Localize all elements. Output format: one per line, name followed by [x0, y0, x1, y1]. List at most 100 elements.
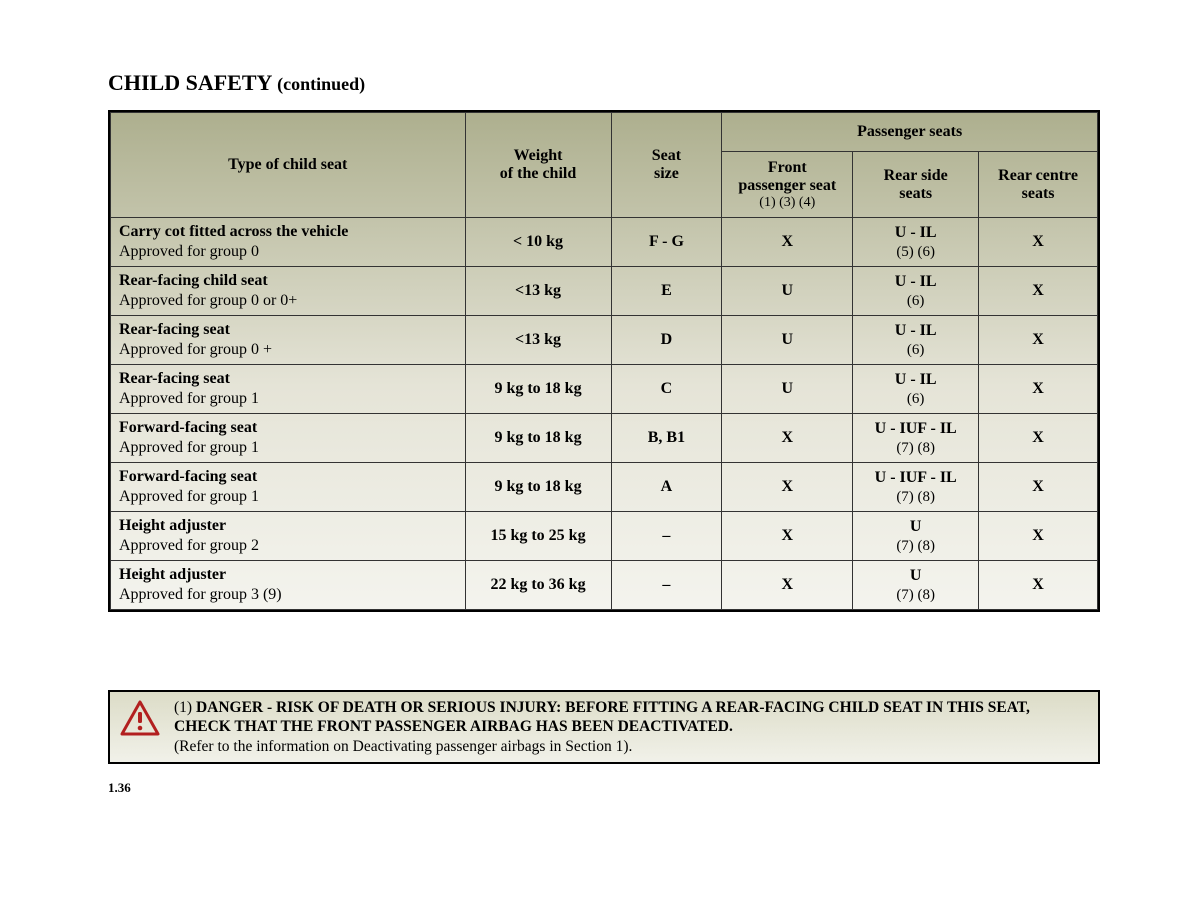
hdr-front-text: Front passenger seat — [738, 159, 836, 194]
warning-line2: (Refer to the information on Deactivatin… — [174, 738, 632, 755]
hdr-front: Front passenger seat (1) (3) (4) — [722, 152, 853, 218]
table-row: Rear-facing seatApproved for group 1 9 kg… — [111, 365, 1098, 414]
cell-rear-side-cell: U - IL (6) — [853, 365, 979, 414]
table-row: Forward-facing seatApproved for group 19… — [111, 463, 1098, 512]
cell-rear-side-sub: (5) (6) — [861, 243, 970, 262]
cell-rear-side-cell: U - IUF - IL(7) (8) — [853, 414, 979, 463]
cell-type-sub: Approved for group 1 — [119, 438, 457, 458]
cell-type: Rear-facing seatApproved for group 0 + — [111, 316, 466, 365]
cell-front: X — [781, 576, 793, 593]
cell-front: U — [781, 282, 793, 299]
cell-front: U — [781, 380, 793, 397]
cell-size: E — [661, 282, 672, 299]
page-title: CHILD SAFETY (continued) — [108, 70, 1100, 96]
hdr-size-text: Seat size — [652, 147, 681, 182]
hdr-rear-centre: Rear centre seats — [979, 152, 1098, 218]
cell-type-bold: Height adjuster — [119, 516, 457, 536]
cell-weight-cell: 22 kg to 36 kg — [465, 561, 611, 610]
cell-front-cell: X — [722, 512, 853, 561]
cell-size-cell: F - G — [611, 218, 722, 267]
cell-front: U — [781, 331, 793, 348]
cell-rear-side-sub: (6) — [861, 341, 970, 360]
cell-type: Carry cot fitted across the vehicleAppro… — [111, 218, 466, 267]
cell-rear-side: U - IL — [895, 371, 937, 388]
cell-weight-cell: < 10 kg — [465, 218, 611, 267]
cell-rear-centre-cell: X — [979, 267, 1098, 316]
cell-weight: 9 kg to 18 kg — [494, 380, 581, 397]
cell-type-sub: Approved for group 3 (9) — [119, 585, 457, 605]
cell-rear-side-sub: (7) (8) — [861, 586, 970, 605]
cell-weight: <13 kg — [515, 331, 561, 348]
cell-rear-side-cell: U - IUF - IL (7) (8) — [853, 463, 979, 512]
cell-type-sub: Approved for group 1 — [119, 389, 457, 409]
cell-front-cell: U — [722, 267, 853, 316]
cell-type-bold: Forward-facing seat — [119, 467, 457, 487]
warning-icon — [120, 700, 160, 741]
hdr-rear-side: Rear side seats — [853, 152, 979, 218]
cell-weight: 9 kg to 18 kg — [494, 429, 581, 446]
table-row: Rear-facing child seatApproved for group… — [111, 267, 1098, 316]
cell-size: B, B1 — [648, 429, 685, 446]
cell-weight: <13 kg — [515, 282, 561, 299]
cell-weight: 22 kg to 36 kg — [490, 576, 585, 593]
cell-rear-side-cell: U - IL (6) — [853, 316, 979, 365]
cell-rear-centre-cell: X — [979, 316, 1098, 365]
warning-bold: DANGER - RISK OF DEATH OR SERIOUS INJURY… — [174, 699, 1030, 735]
cell-rear-centre-cell: X — [979, 463, 1098, 512]
cell-front: X — [781, 527, 793, 544]
cell-weight-cell: 9 kg to 18 kg — [465, 463, 611, 512]
cell-type-sub: Approved for group 0 — [119, 242, 457, 262]
cell-rear-side: U - IUF - IL — [875, 469, 957, 486]
cell-rear-centre: X — [1032, 380, 1044, 397]
cell-front: X — [781, 429, 793, 446]
cell-size-cell: – — [611, 561, 722, 610]
cell-rear-side: U - IL — [895, 322, 937, 339]
title-main: CHILD SAFETY — [108, 70, 272, 95]
child-seat-table: Type of child seat Weight of the child S… — [108, 110, 1100, 612]
cell-rear-side-sub: (6) — [861, 292, 970, 311]
cell-rear-side-cell: U(7) (8) — [853, 512, 979, 561]
cell-weight-cell: 9 kg to 18 kg — [465, 414, 611, 463]
cell-type: Forward-facing seatApproved for group 1 — [111, 414, 466, 463]
cell-size-cell: – — [611, 512, 722, 561]
cell-size: F - G — [649, 233, 684, 250]
table-row: Height adjusterApproved for group 215 kg… — [111, 512, 1098, 561]
cell-type-sub: Approved for group 0 or 0+ — [119, 291, 457, 311]
cell-rear-centre: X — [1032, 233, 1044, 250]
cell-type-bold: Rear-facing seat — [119, 369, 457, 389]
title-continued: (continued) — [277, 74, 365, 94]
hdr-size: Seat size — [611, 113, 722, 218]
cell-size: – — [662, 527, 670, 544]
cell-type-bold: Carry cot fitted across the vehicle — [119, 222, 457, 242]
hdr-weight-text: Weight of the child — [500, 147, 576, 182]
warning-prefix: (1) — [174, 699, 196, 716]
cell-weight: 15 kg to 25 kg — [490, 527, 585, 544]
hdr-front-sub: (1) (3) (4) — [730, 195, 844, 211]
cell-weight: 9 kg to 18 kg — [494, 478, 581, 495]
cell-type-bold: Rear-facing child seat — [119, 271, 457, 291]
hdr-rear-side-text: Rear side seats — [884, 167, 948, 202]
cell-front-cell: X — [722, 414, 853, 463]
cell-rear-centre-cell: X — [979, 365, 1098, 414]
warning-text: (1) DANGER - RISK OF DEATH OR SERIOUS IN… — [174, 698, 1086, 756]
cell-size: D — [661, 331, 673, 348]
cell-rear-side-sub: (6) — [861, 390, 970, 409]
cell-rear-side: U - IL — [895, 273, 937, 290]
cell-type: Height adjusterApproved for group 3 (9) — [111, 561, 466, 610]
cell-rear-side-cell: U - IL (6) — [853, 267, 979, 316]
cell-type-bold: Forward-facing seat — [119, 418, 457, 438]
table-row: Carry cot fitted across the vehicleAppro… — [111, 218, 1098, 267]
cell-type: Rear-facing child seatApproved for group… — [111, 267, 466, 316]
cell-rear-side-sub: (7) (8) — [861, 488, 970, 507]
cell-front-cell: U — [722, 365, 853, 414]
cell-rear-side-cell: U(7) (8) — [853, 561, 979, 610]
cell-type-sub: Approved for group 0 + — [119, 340, 457, 360]
cell-size-cell: A — [611, 463, 722, 512]
cell-rear-centre: X — [1032, 576, 1044, 593]
cell-front-cell: X — [722, 561, 853, 610]
cell-size: C — [661, 380, 673, 397]
table-row: Forward-facing seatApproved for group 1 9… — [111, 414, 1098, 463]
cell-front-cell: X — [722, 218, 853, 267]
table-row: Height adjusterApproved for group 3 (9) 2… — [111, 561, 1098, 610]
table-row: Rear-facing seatApproved for group 0 + <1… — [111, 316, 1098, 365]
